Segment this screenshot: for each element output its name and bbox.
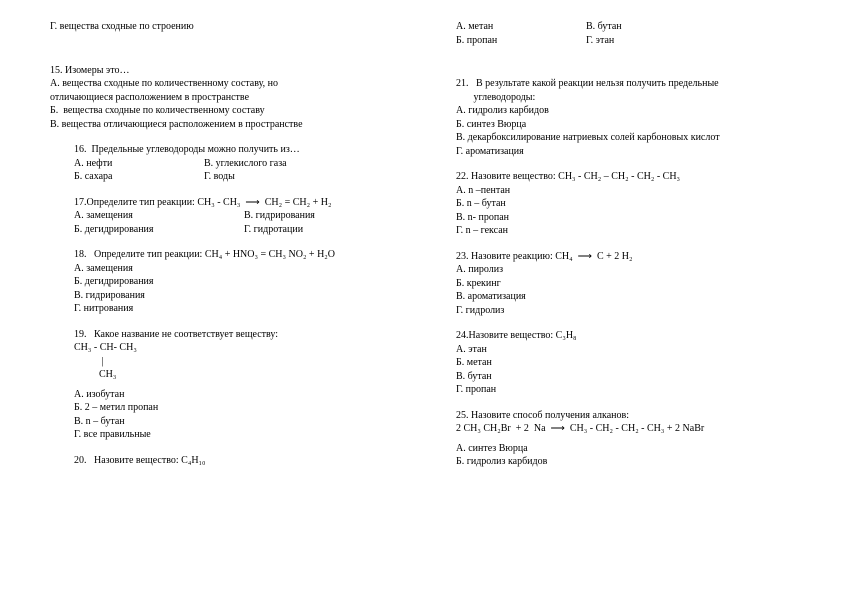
q18-title: 18. Определите тип реакции: CH₄ + HNO₃ =… xyxy=(74,248,396,262)
q17-g: Г. гидротации xyxy=(244,223,303,237)
q25-a: А. синтез Вюрца xyxy=(456,442,802,456)
q18-a: А. замещения xyxy=(74,262,396,276)
q19-g: Г. все правильные xyxy=(74,428,396,442)
q21: 21. В результате какой реакции нельзя по… xyxy=(456,77,802,158)
q15-b: Б. вещества сходные по количественному с… xyxy=(50,104,396,118)
q19-title: 19. Какое название не соответствует веще… xyxy=(74,328,396,342)
q23-v: В. ароматизация xyxy=(456,290,802,304)
q24-title: 24.Назовите вещество: C₃H₈ xyxy=(456,329,802,343)
top-row1: А. метан В. бутан xyxy=(456,20,802,34)
q16: 16. Предельные углеводороды можно получи… xyxy=(50,143,396,184)
q18-b: Б. дегидрирования xyxy=(74,275,396,289)
q17: 17.Определите тип реакции: CH₃ - CH₃ ⟶ C… xyxy=(50,196,396,237)
q17-v: В. гидрирования xyxy=(244,209,315,223)
q24: 24.Назовите вещество: C₃H₈ А. этан Б. ме… xyxy=(456,329,802,397)
q19: 19. Какое название не соответствует веще… xyxy=(50,328,396,442)
q15-title: 15. Изомеры это… xyxy=(50,64,396,78)
q25: 25. Назовите способ получения алканов: 2… xyxy=(456,409,802,469)
q22: 22. Назовите вещество: CH₃ - CH₂ – CH₂ -… xyxy=(456,170,802,238)
q15: 15. Изомеры это… А. вещества сходные по … xyxy=(50,64,396,132)
q23-b: Б. крекинг xyxy=(456,277,802,291)
top-row2: Б. пропан Г. этан xyxy=(456,34,802,48)
top-v: В. бутан xyxy=(586,20,622,34)
q16-title: 16. Предельные углеводороды можно получи… xyxy=(74,143,396,157)
q20: 20. Назовите вещество: C₄H₁₀ xyxy=(50,454,396,468)
q18-v: В. гидрирования xyxy=(74,289,396,303)
q17-b: Б. дегидрирования xyxy=(74,223,194,237)
top-frag-right: А. метан В. бутан Б. пропан Г. этан xyxy=(456,20,802,47)
q22-a: А. n –пентан xyxy=(456,184,802,198)
q24-a: А. этан xyxy=(456,343,802,357)
top-b: Б. пропан xyxy=(456,34,536,48)
q15-a2: отличающиеся расположением в пространств… xyxy=(50,91,396,105)
q25-b: Б. гидролиз карбидов xyxy=(456,455,802,469)
left-column: Г. вещества сходные по строению 15. Изом… xyxy=(50,20,396,481)
q25-title: 25. Назовите способ получения алканов: xyxy=(456,409,802,423)
document-page: Г. вещества сходные по строению 15. Изом… xyxy=(0,0,842,501)
q21-g: Г. ароматизация xyxy=(456,145,802,159)
q23-g: Г. гидролиз xyxy=(456,304,802,318)
top-g: Г. этан xyxy=(586,34,614,48)
text-line: Г. вещества сходные по строению xyxy=(50,20,396,34)
q22-v: В. n- пропан xyxy=(456,211,802,225)
q24-b: Б. метан xyxy=(456,356,802,370)
q22-b: Б. n – бутан xyxy=(456,197,802,211)
q21-b: Б. синтез Вюрца xyxy=(456,118,802,132)
q20-title: 20. Назовите вещество: C₄H₁₀ xyxy=(74,454,396,468)
q17-title: 17.Определите тип реакции: CH₃ - CH₃ ⟶ C… xyxy=(74,196,396,210)
q19-f1: CH₃ - CH- CH₃ xyxy=(74,341,396,355)
q17-row1: А. замещения В. гидрирования xyxy=(74,209,396,223)
q17-row2: Б. дегидрирования Г. гидротации xyxy=(74,223,396,237)
q18: 18. Определите тип реакции: CH₄ + HNO₃ =… xyxy=(50,248,396,316)
q19-a: А. изобутан xyxy=(74,388,396,402)
q24-v: В. бутан xyxy=(456,370,802,384)
q16-a: А. нефти xyxy=(74,157,154,171)
q19-v: В. n – бутан xyxy=(74,415,396,429)
q16-g: Г. воды xyxy=(204,170,235,184)
q23-a: А. пиролиз xyxy=(456,263,802,277)
q16-v: В. углекислого газа xyxy=(204,157,287,171)
q24-g: Г. пропан xyxy=(456,383,802,397)
q23-title: 23. Назовите реакцию: CH₄ ⟶ C + 2 H₂ xyxy=(456,250,802,264)
q15-a: А. вещества сходные по количественному с… xyxy=(50,77,396,91)
right-column: А. метан В. бутан Б. пропан Г. этан 21. … xyxy=(456,20,802,481)
q19-f3: CH₃ xyxy=(74,368,396,382)
q21-v: В. декарбоксилирование натриевых солей к… xyxy=(456,131,802,145)
q22-title: 22. Назовите вещество: CH₃ - CH₂ – CH₂ -… xyxy=(456,170,802,184)
q18-g: Г. нитрования xyxy=(74,302,396,316)
q21-a: А. гидролиз карбидов xyxy=(456,104,802,118)
q16-row2: Б. сахара Г. воды xyxy=(74,170,396,184)
top-frag-left: Г. вещества сходные по строению xyxy=(50,20,396,34)
q19-f2: | xyxy=(74,355,396,369)
q25-f1: 2 CH₃ CH₂Br + 2 Na ⟶ CH₃ - CH₂ - CH₂ - C… xyxy=(456,422,802,436)
q16-row1: А. нефти В. углекислого газа xyxy=(74,157,396,171)
q16-b: Б. сахара xyxy=(74,170,154,184)
q22-g: Г. n – гексан xyxy=(456,224,802,238)
q15-v: В. вещества отличающиеся расположением в… xyxy=(50,118,396,132)
q23: 23. Назовите реакцию: CH₄ ⟶ C + 2 H₂ А. … xyxy=(456,250,802,318)
q21-title: 21. В результате какой реакции нельзя по… xyxy=(456,77,802,91)
q21-title2: углеводороды: xyxy=(456,91,802,105)
q19-b: Б. 2 – метил пропан xyxy=(74,401,396,415)
top-a: А. метан xyxy=(456,20,536,34)
q17-a: А. замещения xyxy=(74,209,194,223)
